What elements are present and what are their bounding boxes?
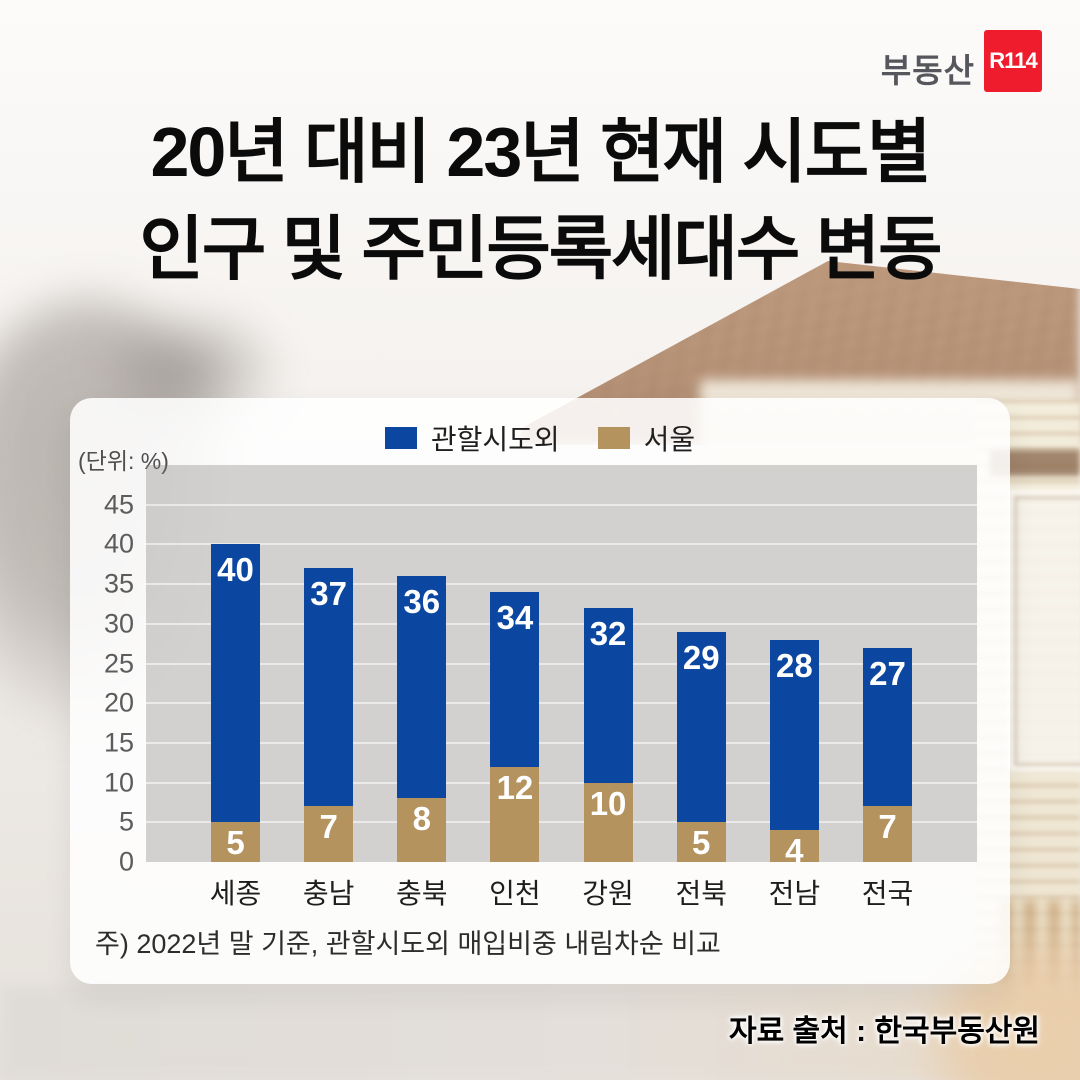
gridline: [146, 543, 977, 546]
y-tick-label: 0: [118, 846, 134, 877]
x-axis-label-3: 인천: [489, 878, 541, 909]
bar-value-seoul: 5: [692, 824, 711, 861]
bar-column-3: 34 12: [490, 592, 540, 862]
x-axis-label-0: 세종: [209, 878, 262, 909]
data-source: 자료 출처 : 한국부동산원: [729, 1015, 1040, 1048]
bar-segment-seoul: 4: [769, 830, 819, 867]
bar-value-seoul: 4: [785, 832, 804, 869]
bar-value-seoul: 8: [412, 800, 431, 837]
legend-swatch-icon: [597, 427, 630, 449]
brand-logo: 부동산 R114: [881, 30, 1042, 92]
x-axis-label-6: 전남: [768, 878, 821, 909]
bar-value-seoul: 7: [878, 808, 897, 845]
bar-value-seoul: 12: [496, 769, 534, 806]
y-tick-label: 40: [103, 528, 134, 559]
bar-column-5: 29 5: [676, 632, 726, 862]
gridline: [146, 503, 977, 506]
bar-segment-seoul: 12: [490, 767, 540, 862]
y-tick-label: 5: [118, 806, 134, 837]
bar-segment-seoul: 5: [211, 822, 260, 862]
bar-segment-seoul: 5: [676, 822, 726, 862]
bar-segment-seoul: 7: [863, 806, 912, 862]
bar-value-outside-seoul: 32: [589, 615, 627, 652]
x-axis-label-5: 전북: [675, 878, 727, 909]
bar-segment-seoul: 7: [304, 806, 354, 862]
bar-column-0: 40 5: [211, 544, 260, 862]
x-axis-label-2: 충북: [396, 878, 448, 909]
y-tick-label: 25: [103, 648, 134, 678]
bar-value-outside-seoul: 29: [682, 639, 720, 676]
y-tick-label: 30: [103, 608, 134, 639]
bar-value-outside-seoul: 28: [775, 647, 813, 684]
bar-segment-seoul: 10: [583, 783, 633, 862]
page-title: 20년 대비 23년 현재 시도별 인구 및 주민등록세대수 변동: [0, 104, 1080, 297]
title-line-1: 20년 대비 23년 현재 시도별: [150, 113, 931, 191]
bar-segment-seoul: 8: [397, 798, 447, 862]
gridline: [146, 702, 977, 705]
bar-value-seoul: 5: [226, 824, 245, 861]
footnote: 주) 2022년 말 기준, 관할시도외 매입비중 내림차순 비교: [95, 929, 721, 959]
bar-value-seoul: 7: [319, 808, 338, 845]
gridline: [146, 583, 977, 586]
y-tick-label: 10: [103, 767, 134, 798]
legend-swatch-icon: [384, 427, 417, 449]
x-axis: 세종 충남 충북 인천 강원 전북 전남 전국: [146, 872, 977, 909]
brand-wordmark: 부동산: [880, 52, 975, 89]
gridline: [146, 622, 977, 625]
y-tick-label: 20: [103, 687, 134, 718]
x-axis-label-4: 강원: [582, 878, 634, 909]
bar-value-outside-seoul: 34: [496, 599, 534, 636]
bar-value-outside-seoul: 27: [869, 655, 906, 692]
title-line-2: 인구 및 주민등록세대수 변동: [139, 209, 942, 288]
legend-label: 서울: [643, 424, 696, 455]
bar-value-outside-seoul: 36: [403, 583, 441, 620]
r114-logo-badge: R114: [984, 30, 1042, 92]
legend-item-1: 서울: [597, 418, 696, 458]
bar-column-1: 37 7: [304, 568, 354, 862]
house-window: [1008, 490, 1080, 772]
unit-label: (단위: %): [78, 448, 169, 474]
bar-value-seoul: 10: [589, 785, 627, 822]
bar-column-4: 32 10: [583, 608, 633, 862]
y-axis: 0 5 10 15 20 25 30 35 40 45: [70, 465, 134, 876]
gridline: [146, 781, 977, 784]
gridline: [146, 662, 977, 665]
chart-card: 관할시도외 서울 (단위: %) 0 5 10 15 20 25 30 35 40 45 40 5 37…: [70, 398, 1010, 984]
y-tick-label: 35: [103, 568, 134, 599]
bar-column-6: 28 4: [769, 640, 819, 867]
background-floor: [0, 985, 1080, 1080]
bar-column-2: 36 8: [397, 576, 447, 862]
y-tick-label: 45: [103, 489, 134, 520]
x-axis-label-1: 충남: [302, 878, 355, 909]
bar-value-outside-seoul: 40: [217, 551, 254, 588]
legend-label: 관할시도외: [430, 424, 560, 455]
plot-area: 40 5 37 7 36 8 34 12 32 10 29 5 28 4 27 7: [146, 465, 977, 867]
x-axis-label-7: 전국: [861, 878, 914, 909]
gridline: [146, 741, 977, 744]
gridline: [146, 821, 977, 824]
y-tick-label: 15: [103, 727, 134, 758]
legend-item-0: 관할시도외: [384, 418, 560, 458]
bar-value-outside-seoul: 37: [310, 575, 347, 612]
bar-column-7: 27 7: [863, 648, 912, 862]
chart-legend: 관할시도외 서울: [70, 418, 1010, 458]
